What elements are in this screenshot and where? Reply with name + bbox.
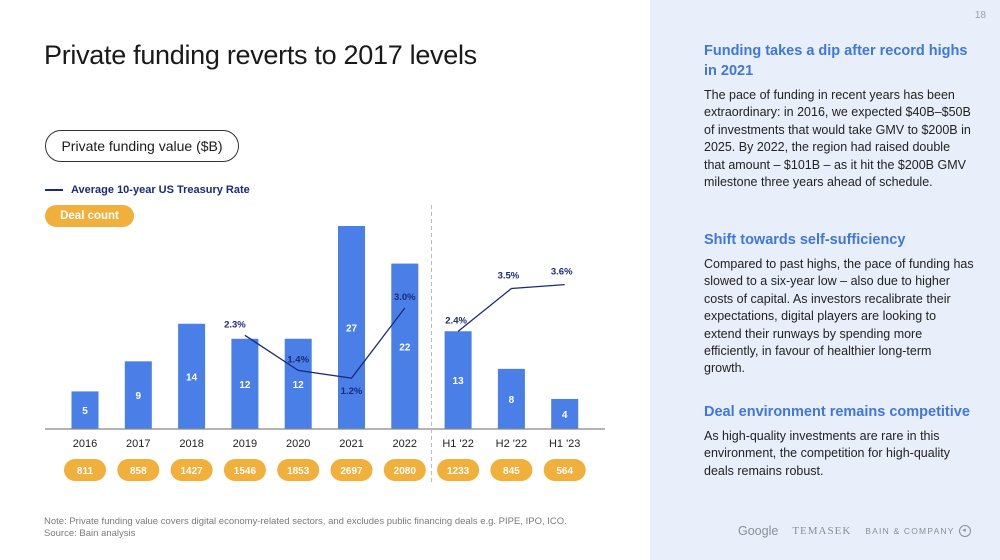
page-title: Private funding reverts to 2017 levels [44, 40, 477, 70]
x-tick-label: 2020 [286, 438, 310, 450]
note-text: Note: Private funding value covers digit… [44, 516, 567, 527]
bar-H1 '22 [444, 331, 472, 429]
bain-logo: BAIN & COMPANY ◂ [865, 525, 971, 537]
commentary-panel: 18 Funding takes a dip after record high… [650, 0, 1000, 560]
funding-legend-pill: Private funding value ($B) [45, 130, 239, 162]
bar-2016 [71, 391, 99, 429]
deal-count-badge [117, 459, 160, 481]
bar-value-label: 5 [82, 406, 88, 417]
deal-count-label: 564 [556, 466, 573, 477]
deal-count-label: 1546 [234, 466, 257, 477]
partner-logos: Google TEMASEK BAIN & COMPANY ◂ [738, 524, 971, 538]
bar-value-label: 27 [346, 324, 358, 335]
source-text: Source: Bain analysis [44, 528, 136, 539]
bar-value-label: 12 [239, 380, 251, 391]
deal-count-badge [543, 459, 586, 481]
section-self-sufficiency: Shift towards self-sufficiency Compared … [704, 230, 974, 378]
section-heading: Deal environment remains competitive [704, 404, 970, 420]
bar-2017 [124, 361, 152, 429]
bar-2018 [178, 323, 206, 429]
treasury-rate-label: 3.6% [551, 267, 573, 278]
x-tick-label: 2022 [393, 438, 417, 450]
x-tick-label: H1 '23 [549, 438, 580, 450]
section-heading: Shift towards self-sufficiency [704, 232, 906, 248]
x-tick-label: 2021 [339, 438, 363, 450]
section-body: The pace of funding in recent years has … [704, 88, 971, 190]
section-heading: Funding takes a dip after record highs i… [704, 43, 968, 79]
x-tick-label: 2019 [233, 438, 257, 450]
treasury-rate-label: 3.0% [394, 292, 416, 303]
bar-value-label: 12 [293, 380, 305, 391]
deal-count-badge [383, 459, 426, 481]
bar-value-label: 13 [453, 376, 465, 387]
treasury-rate-label: 3.5% [498, 271, 520, 282]
deal-count-label: 845 [503, 466, 520, 477]
treasury-line-segment-1 [244, 307, 406, 379]
bain-logo-text: BAIN & COMPANY [865, 526, 955, 536]
footnote: Note: Private funding value covers digit… [44, 516, 567, 540]
treasury-rate-label: 1.2% [341, 386, 363, 397]
x-tick-label: 2017 [126, 438, 150, 450]
bar-value-label: 22 [399, 342, 411, 353]
deal-count-label: 1853 [287, 466, 310, 477]
page-number: 18 [974, 10, 986, 21]
deal-count-badge [223, 459, 266, 481]
deal-count-badge [330, 459, 373, 481]
treasury-rate-label: 2.3% [224, 319, 246, 330]
bar-2019 [231, 338, 259, 429]
treasury-line-segment-2 [457, 283, 565, 332]
treasury-rate-label: 2.4% [445, 315, 467, 326]
section-body: As high-quality investments are rare in … [704, 429, 950, 478]
treasury-rate-label: 1.4% [287, 354, 309, 365]
section-deal-environment: Deal environment remains competitive As … [704, 402, 974, 480]
bar-2020 [284, 338, 312, 429]
deal-count-badge [437, 459, 480, 481]
chart-panel: Private funding reverts to 2017 levels P… [44, 40, 605, 540]
deal-count-legend-pill: Deal count [45, 205, 134, 227]
treasury-line-swatch [45, 189, 63, 191]
bain-mark-icon: ◂ [958, 525, 971, 537]
deal-count-badge [170, 459, 213, 481]
bar-2022 [391, 263, 419, 429]
bar-value-label: 9 [136, 391, 142, 402]
bar-H1 '23 [551, 398, 579, 429]
section-body: Compared to past highs, the pace of fund… [704, 257, 974, 376]
google-logo: Google [738, 524, 779, 538]
bar-value-label: 4 [562, 410, 568, 421]
deal-count-label: 811 [77, 466, 94, 477]
x-tick-label: 2016 [73, 438, 97, 450]
treasury-legend-label: Average 10-year US Treasury Rate [71, 184, 250, 196]
deal-count-label: 1233 [447, 466, 470, 477]
funding-chart: 5 9 14 12 12 27 22 13 8 4 2016 2017 2018 2019 2020 2021… [45, 205, 605, 485]
x-tick-label: H1 '22 [442, 438, 473, 450]
bar-H2 '22 [497, 368, 525, 429]
bar-value-label: 8 [509, 395, 515, 406]
deal-count-badge [64, 459, 106, 481]
deal-count-label: 1427 [180, 466, 203, 477]
treasury-legend: Average 10-year US Treasury Rate [45, 182, 250, 198]
x-tick-label: H2 '22 [496, 438, 527, 450]
bar-2021 [338, 226, 365, 429]
deal-count-label: 858 [130, 466, 147, 477]
deal-count-label: 2697 [340, 466, 363, 477]
deal-count-badge [490, 459, 533, 481]
bar-value-label: 14 [186, 372, 198, 383]
section-funding-dip: Funding takes a dip after record highs i… [704, 41, 974, 191]
x-tick-label: 2018 [179, 438, 203, 450]
deal-count-label: 2080 [394, 466, 417, 477]
deal-count-badge [277, 459, 320, 481]
temasek-logo: TEMASEK [792, 525, 852, 537]
